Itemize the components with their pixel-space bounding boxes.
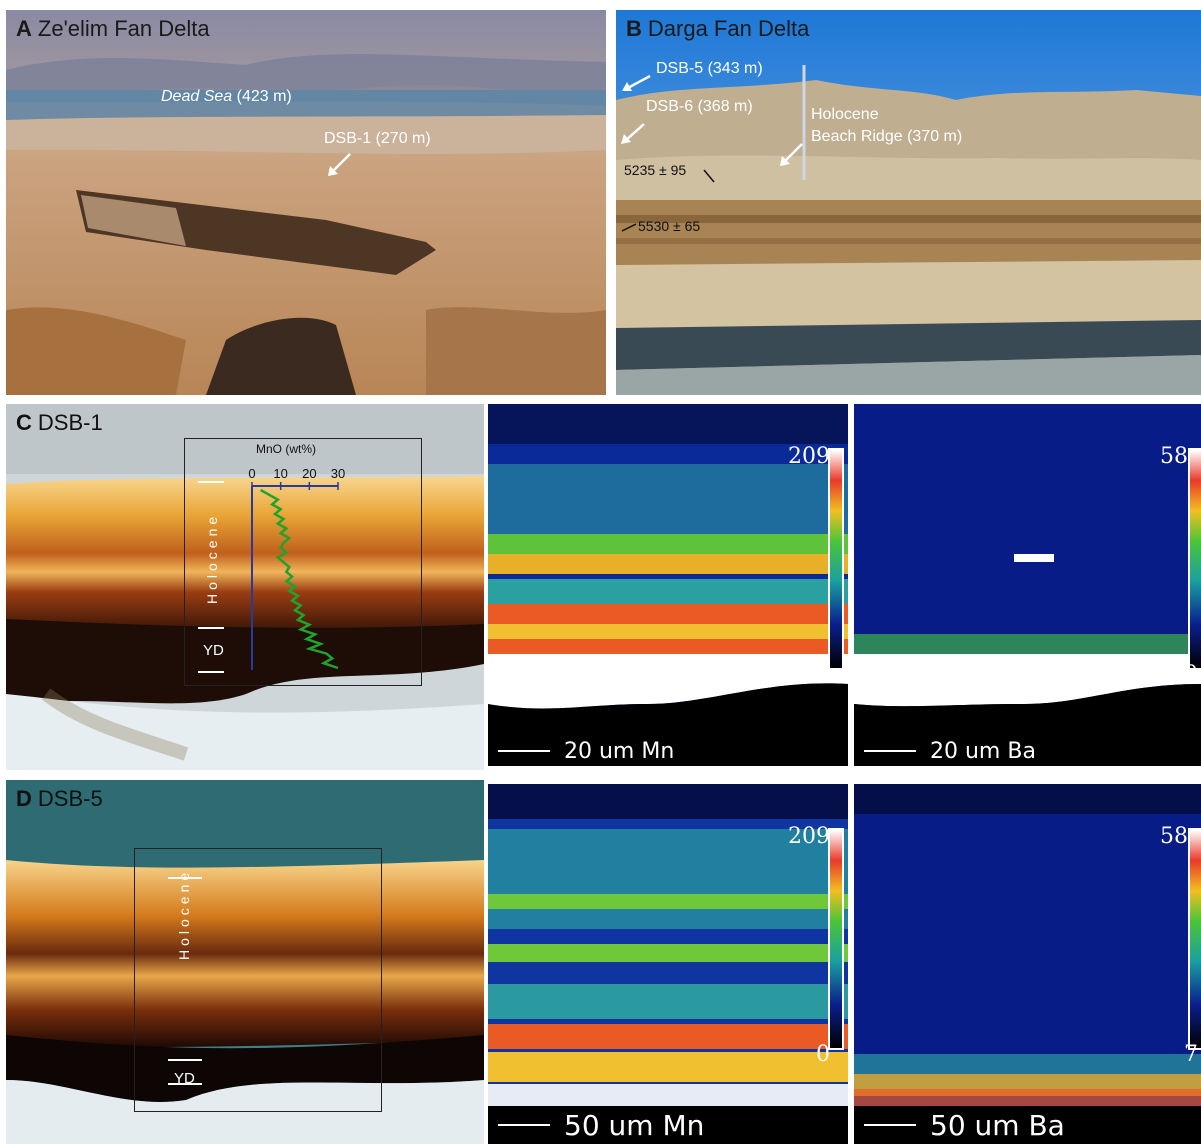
panel-a-landscape bbox=[6, 10, 606, 395]
panel-c-ba-colorbar bbox=[1188, 448, 1201, 670]
panel-c-ba-min: 0 bbox=[1184, 662, 1198, 687]
panel-d-mn-colorbar bbox=[828, 828, 844, 1050]
panel-d-ba-max: 58 bbox=[1160, 824, 1188, 849]
panel-a-photo: A Ze'elim Fan Delta Dead Sea (423 m) DSB-… bbox=[6, 10, 606, 395]
panel-c-mn-min: 0 bbox=[816, 662, 830, 687]
mno-x-tick-label: 30 bbox=[331, 466, 345, 481]
dsb5-arrow-icon bbox=[622, 74, 651, 91]
panel-d-ba-map: 58 7 50 um Ba bbox=[854, 784, 1201, 1144]
panel-d-label: D DSB-5 bbox=[16, 786, 103, 811]
mno-x-tick-label: 20 bbox=[302, 466, 316, 481]
panel-c-ba-map-image bbox=[854, 404, 1201, 766]
dsb6-arrow-icon bbox=[621, 123, 645, 144]
panel-d-mn-max: 209 bbox=[788, 824, 830, 849]
panel-c-photo: C DSB-1 MnO (wt%) 0 10 20 30 Holocene YD bbox=[6, 404, 484, 770]
dsb1-site-label: DSB-1 (270 m) bbox=[324, 130, 431, 147]
panel-c-label: C DSB-1 bbox=[16, 410, 103, 435]
panel-b-label: B Darga Fan Delta bbox=[626, 16, 810, 41]
mno-series-line bbox=[259, 488, 339, 670]
panel-d-frame bbox=[134, 848, 382, 1112]
beach-ridge-arrow-icon bbox=[780, 143, 803, 166]
panel-c-mn-scalebar: 20 um Mn bbox=[488, 736, 685, 766]
panel-b-landscape bbox=[616, 10, 1201, 395]
panel-b-photo: B Darga Fan Delta DSB-5 (343 m) DSB-6 (36… bbox=[616, 10, 1201, 395]
dsb6-site-label: DSB-6 (368 m) bbox=[646, 98, 753, 115]
mno-chart-title: MnO (wt%) bbox=[256, 442, 316, 456]
age-label-5530: 5530 ± 65 bbox=[638, 218, 701, 234]
panel-d-ba-map-image bbox=[854, 784, 1201, 1144]
beach-ridge-label-line2: Beach Ridge (370 m) bbox=[811, 128, 963, 145]
panel-c-ba-map: 58 0 20 um Ba bbox=[854, 404, 1201, 766]
age-label-5235: 5235 ± 95 bbox=[624, 162, 687, 178]
panel-c-holocene-label: Holocene bbox=[204, 512, 220, 604]
age-arrow-5530-icon bbox=[621, 223, 637, 232]
panel-d-mn-scalebar: 50 um Mn bbox=[488, 1106, 715, 1144]
dsb1-arrow-icon bbox=[328, 153, 351, 176]
panel-d-mn-map: 209 0 50 um Mn bbox=[488, 784, 848, 1144]
age-arrow-5235-icon bbox=[703, 169, 715, 183]
dsb5-site-label: DSB-5 (343 m) bbox=[656, 60, 763, 77]
dead-sea-label: Dead Sea (423 m) bbox=[161, 88, 292, 105]
mno-x-tick-label: 10 bbox=[273, 466, 287, 481]
mno-x-tick-label: 0 bbox=[248, 466, 255, 481]
panel-d-ba-colorbar bbox=[1188, 828, 1201, 1050]
panel-d-holocene-label: Holocene bbox=[176, 868, 192, 960]
panel-d-ba-scalebar: 50 um Ba bbox=[854, 1106, 1075, 1144]
panel-d-mn-min: 0 bbox=[816, 1042, 830, 1067]
panel-c-mn-max: 209 bbox=[788, 444, 830, 469]
mno-profile-chart: 0 10 20 30 bbox=[198, 466, 345, 673]
panel-d-ba-min: 7 bbox=[1184, 1042, 1198, 1067]
panel-c-mn-map-image bbox=[488, 404, 848, 766]
beach-ridge-label-line1: Holocene bbox=[811, 106, 879, 123]
panel-c-yd-label: YD bbox=[203, 642, 224, 659]
panel-c-mn-colorbar bbox=[828, 448, 844, 670]
panel-d-photo: D DSB-5 Holocene YD bbox=[6, 780, 484, 1144]
panel-c-micrograph bbox=[6, 404, 484, 770]
panel-a-label: A Ze'elim Fan Delta bbox=[16, 16, 210, 41]
panel-c-mn-map: 209 0 20 um Mn bbox=[488, 404, 848, 766]
panel-d-micrograph bbox=[6, 780, 484, 1144]
panel-c-ba-scalebar: 20 um Ba bbox=[854, 736, 1046, 766]
mno-profile-frame bbox=[184, 438, 422, 686]
panel-d-brackets bbox=[168, 877, 202, 1085]
panel-d-yd-label: YD bbox=[174, 1070, 195, 1087]
panel-c-ba-max: 58 bbox=[1160, 444, 1188, 469]
